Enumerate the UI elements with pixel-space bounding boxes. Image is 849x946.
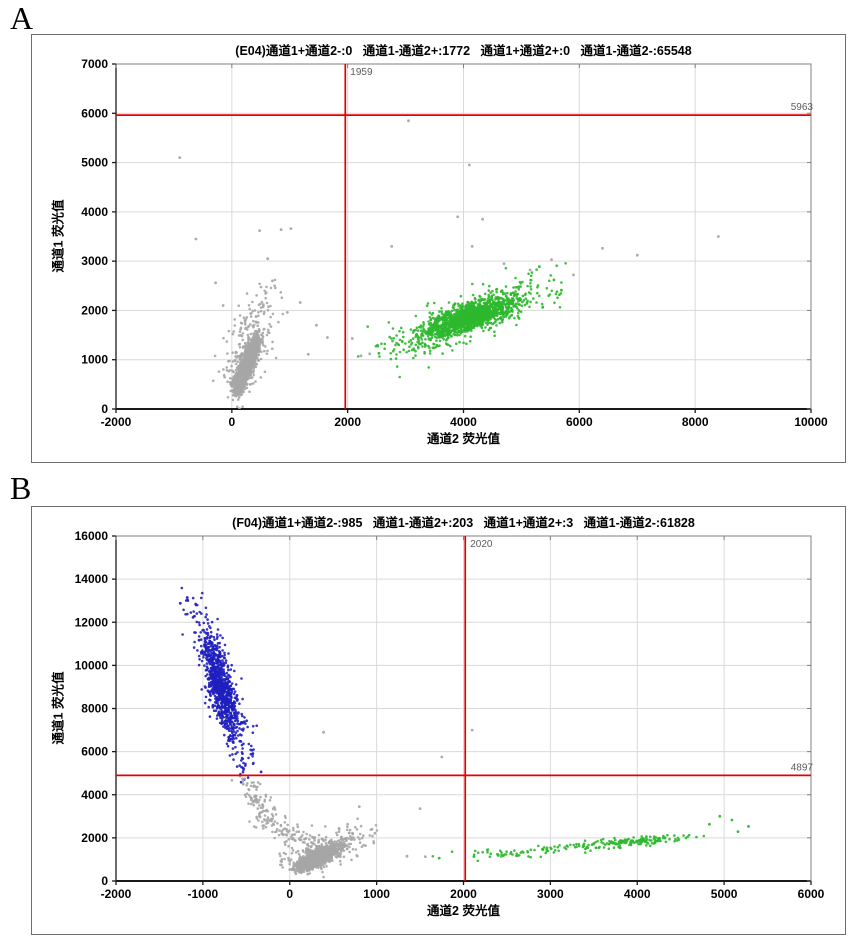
svg-text:2000: 2000 bbox=[334, 415, 361, 429]
svg-text:1000: 1000 bbox=[81, 353, 108, 367]
tick-labels: -2000 -1000 0 1000 2000 3000 4000 5000 6000 0 2000… bbox=[75, 529, 825, 901]
threshold-y-value: 4897 bbox=[791, 762, 814, 773]
svg-text:-2000: -2000 bbox=[101, 887, 132, 901]
svg-text:8000: 8000 bbox=[682, 415, 709, 429]
panel-b-letter: B bbox=[10, 470, 32, 506]
chart-b-scatter-canvas: -2000 -1000 0 1000 2000 3000 4000 5000 6000 0 2000… bbox=[75, 529, 825, 901]
threshold-labels: 1959 5963 bbox=[350, 67, 813, 113]
svg-text:4000: 4000 bbox=[81, 788, 108, 802]
svg-text:1000: 1000 bbox=[363, 887, 390, 901]
svg-text:7000: 7000 bbox=[81, 57, 108, 71]
svg-text:3000: 3000 bbox=[81, 254, 108, 268]
svg-text:-2000: -2000 bbox=[101, 415, 132, 429]
chart-a-scatter-canvas: -2000 0 2000 4000 6000 8000 100000100020003000… bbox=[81, 57, 828, 429]
chart-b-x-axis-label: 通道2 荧光值 bbox=[427, 904, 500, 918]
chart-a-x-axis-label: 通道2 荧光值 bbox=[427, 432, 500, 446]
threshold-x-value: 1959 bbox=[350, 67, 373, 78]
chart-a-title: (E04)通道1+通道2-:0 通道1-通道2+:1772 通道1+通道2+:0… bbox=[235, 44, 692, 58]
svg-text:6000: 6000 bbox=[566, 415, 593, 429]
svg-text:3000: 3000 bbox=[537, 887, 564, 901]
svg-text:8000: 8000 bbox=[81, 702, 108, 716]
svg-text:5000: 5000 bbox=[81, 156, 108, 170]
chart-b-y-axis-label: 通道1 荧光值 bbox=[51, 671, 66, 745]
svg-text:6000: 6000 bbox=[81, 745, 108, 759]
stray-points bbox=[178, 119, 720, 358]
scatter-points bbox=[178, 586, 750, 879]
svg-text:4000: 4000 bbox=[624, 887, 651, 901]
threshold-y-value: 5963 bbox=[791, 102, 814, 113]
cluster-green bbox=[542, 833, 706, 850]
svg-text:16000: 16000 bbox=[75, 529, 109, 543]
panel-a-letter: A bbox=[10, 0, 34, 36]
svg-text:-1000: -1000 bbox=[188, 887, 219, 901]
chart-panel-b: (F04)通道1+通道2-:985 通道1-通道2+:203 通道1+通道2+:… bbox=[31, 506, 846, 935]
svg-text:0: 0 bbox=[228, 415, 235, 429]
svg-text:0: 0 bbox=[101, 402, 108, 416]
svg-text:0: 0 bbox=[286, 887, 293, 901]
svg-text:4000: 4000 bbox=[450, 415, 477, 429]
svg-text:10000: 10000 bbox=[794, 415, 828, 429]
stray-points bbox=[178, 596, 750, 860]
svg-text:14000: 14000 bbox=[75, 572, 109, 586]
scatter-points bbox=[178, 119, 720, 409]
svg-text:5000: 5000 bbox=[711, 887, 738, 901]
cluster-gray bbox=[278, 817, 379, 879]
tick-labels: -2000 0 2000 4000 6000 8000 100000100020003000… bbox=[81, 57, 828, 429]
tick-marks bbox=[112, 535, 812, 885]
threshold-x-value: 2020 bbox=[470, 539, 493, 550]
chart-b-title: (F04)通道1+通道2-:985 通道1-通道2+:203 通道1+通道2+:… bbox=[232, 516, 695, 530]
svg-text:2000: 2000 bbox=[81, 303, 108, 317]
chart-panel-a: (E04)通道1+通道2-:0 通道1-通道2+:1772 通道1+通道2+:0… bbox=[31, 34, 846, 463]
svg-text:6000: 6000 bbox=[798, 887, 825, 901]
svg-text:10000: 10000 bbox=[75, 658, 109, 672]
svg-text:4000: 4000 bbox=[81, 205, 108, 219]
chart-a-y-axis-label: 通道1 荧光值 bbox=[51, 199, 66, 273]
svg-text:0: 0 bbox=[101, 874, 108, 888]
gridlines bbox=[116, 536, 812, 881]
cluster-green bbox=[431, 842, 633, 863]
svg-text:2000: 2000 bbox=[450, 887, 477, 901]
cluster-gray bbox=[211, 278, 285, 409]
svg-text:2000: 2000 bbox=[81, 831, 108, 845]
threshold-labels: 2020 4897 bbox=[470, 539, 813, 773]
svg-text:6000: 6000 bbox=[81, 106, 108, 120]
cluster-green bbox=[356, 262, 567, 379]
tick-marks bbox=[112, 63, 812, 413]
svg-text:12000: 12000 bbox=[75, 615, 109, 629]
cluster-blue bbox=[180, 586, 258, 784]
